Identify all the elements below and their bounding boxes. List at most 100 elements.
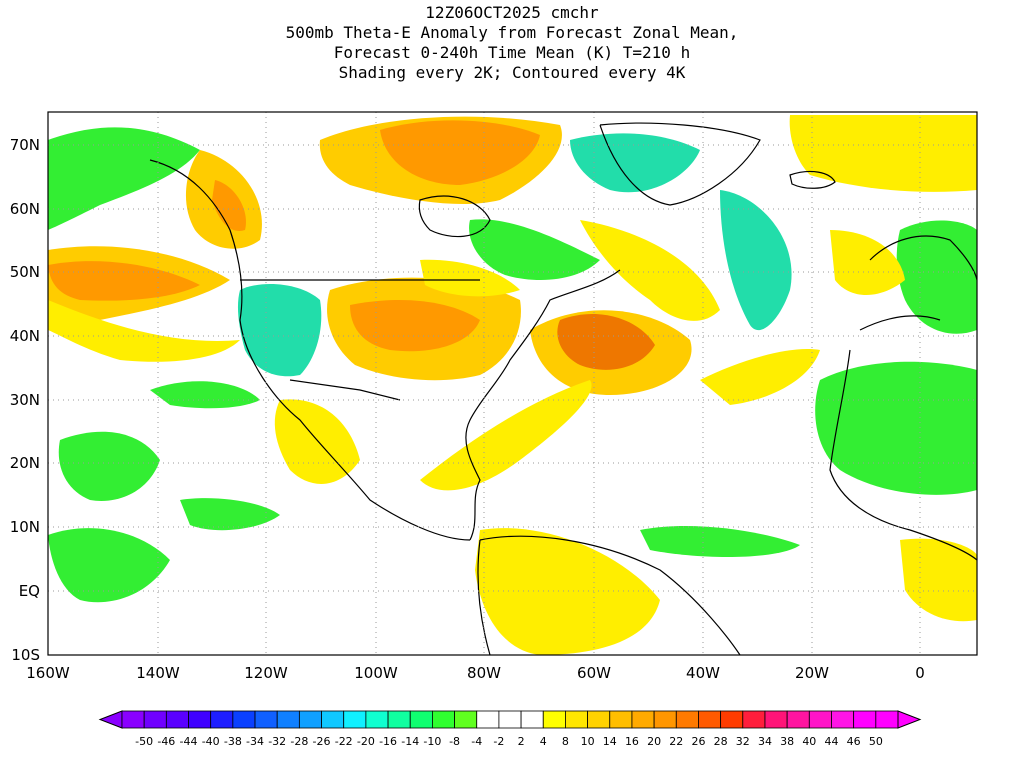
colorbar-swatch [387, 710, 411, 729]
colorbar-label: -46 [157, 735, 175, 748]
lon-tick-label: 160W [26, 664, 70, 682]
colorbar-swatch [498, 710, 522, 729]
shade-green-rockies [237, 284, 322, 377]
colorbar-label: -26 [313, 735, 331, 748]
lat-tick-label: 40N [10, 327, 40, 345]
shade-yellow-east [420, 259, 520, 297]
coast-africa [829, 349, 977, 561]
shade-orange-atlantic [557, 314, 655, 370]
shade-yellow-pacific-band [48, 300, 240, 362]
shade-green-greenland [570, 133, 700, 193]
lat-tick-label: 20N [10, 454, 40, 472]
colorbar-label: 32 [736, 735, 750, 748]
colorbar-swatch [742, 710, 766, 729]
title-line-4: Shading every 2K; Contoured every 4K [338, 63, 686, 82]
colorbar-label: 26 [691, 735, 705, 748]
lon-tick-label: 60W [577, 664, 611, 682]
shade-orange-npacific [48, 261, 200, 301]
colorbar-label: -22 [335, 735, 353, 748]
border-us-mexico [289, 379, 401, 401]
colorbar-label: 28 [714, 735, 728, 748]
coast-hudson-bay [418, 195, 491, 238]
coastlines [149, 122, 977, 655]
colorbar-label: -2 [493, 735, 504, 748]
lon-tick-label: 100W [354, 664, 398, 682]
colorbar-swatch [254, 710, 278, 729]
colorbar-swatch [565, 710, 589, 729]
colorbar-label: 16 [625, 735, 639, 748]
shade-green-europe [896, 220, 977, 334]
colorbar-label: 2 [518, 735, 525, 748]
gridlines [48, 112, 977, 655]
colorbar-label: -14 [401, 735, 419, 748]
coast-greenland [599, 122, 761, 206]
colorbar-swatch [587, 710, 611, 729]
map-frame [47, 111, 978, 656]
colorbar-label: 38 [780, 735, 794, 748]
coast-iceland [789, 170, 836, 189]
longitude-labels: 160W 140W 120W 100W 80W 60W 40W 20W 0 [26, 664, 925, 682]
colorbar-label: 22 [669, 735, 683, 748]
colorbar-label: -44 [180, 735, 198, 748]
colorbar-label: -20 [357, 735, 375, 748]
colorbar-swatch [188, 710, 212, 729]
shade-orange-us [350, 300, 480, 352]
shade-green-pacific-1 [58, 431, 160, 501]
colorbar-label: -40 [202, 735, 220, 748]
shade-yellow-greenland-n [789, 115, 977, 192]
shade-green-pacific-3 [180, 498, 280, 531]
colorbar-label: -32 [268, 735, 286, 748]
lat-tick-label: 70N [10, 136, 40, 154]
colorbar-swatch [653, 710, 677, 729]
title-line-2: 500mb Theta-E Anomaly from Forecast Zona… [285, 23, 739, 42]
colorbar-swatch [210, 710, 234, 729]
colorbar-swatch [675, 710, 699, 729]
colorbar-swatch [786, 710, 810, 729]
colorbar-swatch [609, 710, 633, 729]
shade-green-canada [469, 219, 600, 280]
colorbar-swatch [143, 710, 167, 729]
colorbar-swatch [853, 710, 877, 729]
colorbar-label: -34 [246, 735, 264, 748]
colorbar-label: 20 [647, 735, 661, 748]
colorbar-label: 50 [869, 735, 883, 748]
shade-green-east-pacific [150, 381, 260, 409]
colorbar-swatch [165, 710, 189, 729]
colorbar-label: -50 [135, 735, 153, 748]
colorbar-swatch [831, 710, 855, 729]
shade-orange-alaska [212, 180, 246, 231]
shade-yellow-samerica [475, 528, 660, 655]
colorbar-swatch [454, 710, 478, 729]
colorbar-swatch [520, 710, 544, 729]
lon-tick-label: 140W [136, 664, 180, 682]
colorbar-label: -38 [224, 735, 242, 748]
colorbar: -50 -46 -44 -40 -38 -34 -32 -28 -26 -22 -20 -16 -14-… [98, 710, 922, 748]
lat-tick-label: 30N [10, 391, 40, 409]
title-line-3: Forecast 0-240h Time Mean (K) T=210 h [333, 43, 691, 62]
shade-green-atlantic [720, 190, 792, 331]
lat-tick-label: 10S [11, 646, 40, 664]
colorbar-label: 46 [847, 735, 861, 748]
shade-green-africa [815, 361, 977, 495]
colorbar-label: -10 [423, 735, 441, 748]
shade-green-atlantic-tropics [640, 525, 800, 557]
colorbar-swatch [875, 710, 899, 729]
coast-north-america-east [465, 269, 621, 541]
colorbar-label: 10 [581, 735, 595, 748]
anomaly-shading [48, 115, 977, 655]
colorbar-swatch [276, 710, 300, 729]
lon-tick-label: 120W [244, 664, 288, 682]
colorbar-label: 34 [758, 735, 772, 748]
colorbar-swatch [431, 710, 455, 729]
lon-tick-label: 80W [467, 664, 501, 682]
colorbar-label: 14 [603, 735, 617, 748]
shade-green-pacific-2 [48, 528, 170, 603]
colorbar-right-arrow [897, 710, 922, 729]
lon-tick-label: 0 [915, 664, 925, 682]
shade-yellow-band-sw [420, 380, 592, 491]
colorbar-swatch [476, 710, 500, 729]
shade-yellow-africa-s [900, 538, 977, 622]
colorbar-label: -4 [471, 735, 482, 748]
shade-orange-arctic [380, 120, 540, 185]
